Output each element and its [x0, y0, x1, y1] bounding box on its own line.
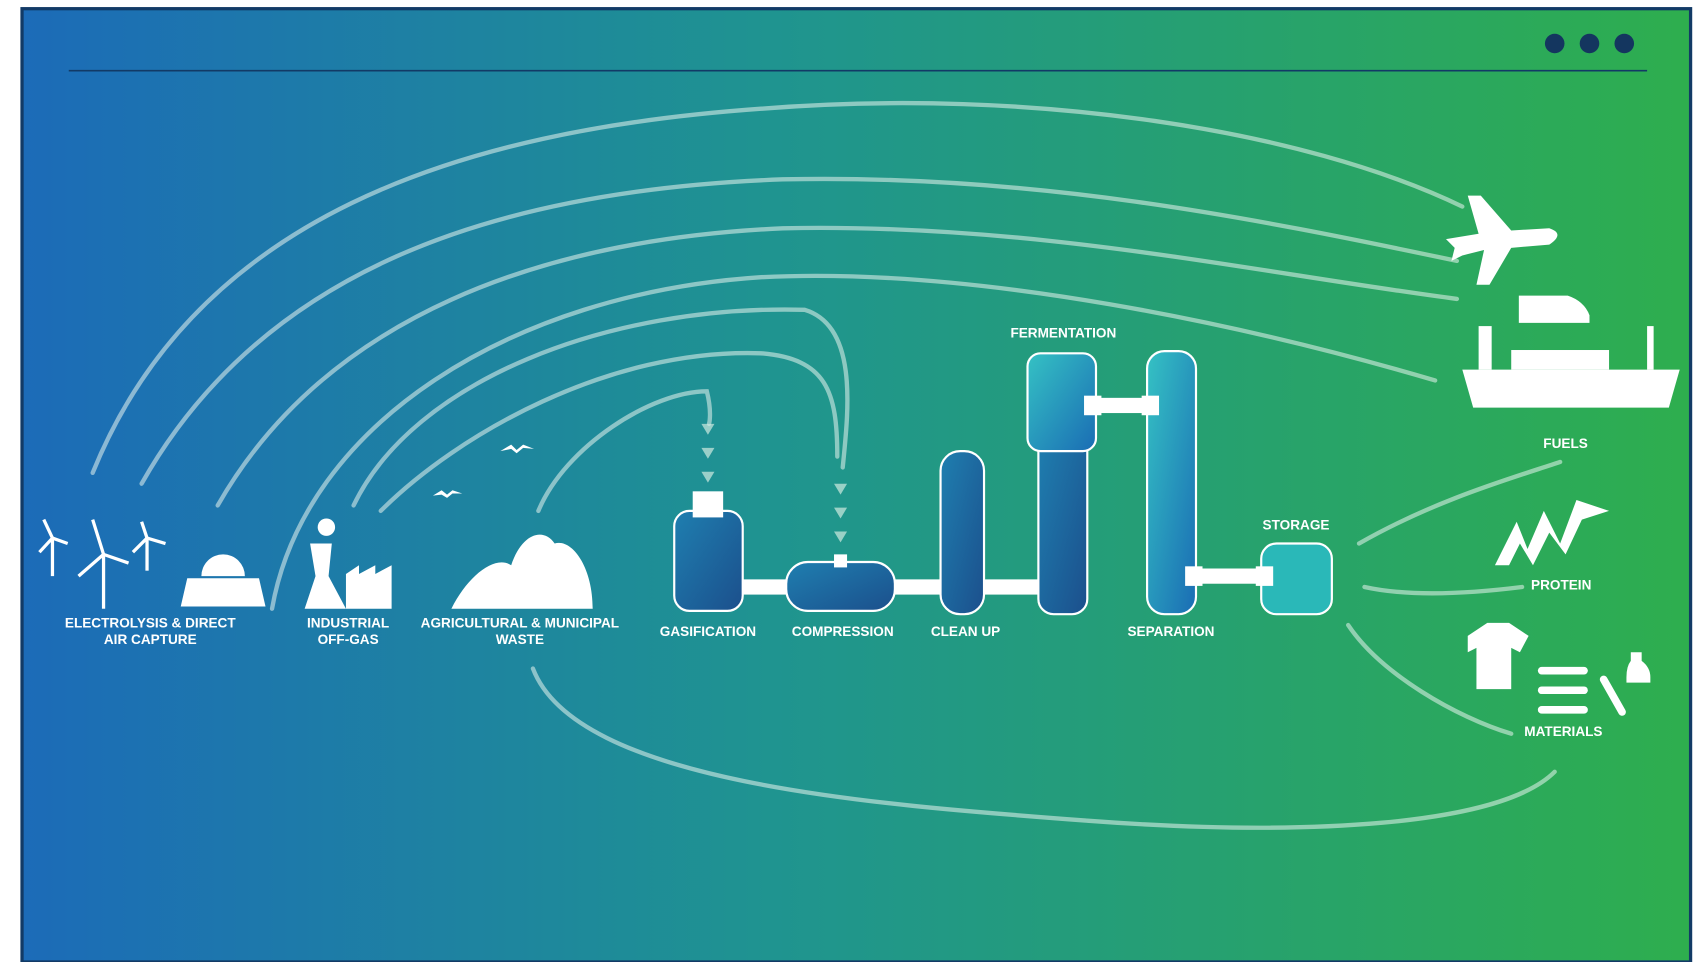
source-label: ELECTROLYSIS & DIRECT	[65, 616, 236, 631]
source-label: WASTE	[496, 632, 544, 647]
labels: ELECTROLYSIS & DIRECT AIR CAPTURE INDUST…	[65, 325, 1603, 739]
process-label: SEPARATION	[1127, 624, 1214, 639]
product-label: PROTEIN	[1531, 577, 1591, 592]
frame	[20, 7, 1693, 962]
source-icons	[38, 444, 593, 609]
source-label: AGRICULTURAL & MUNICIPAL	[421, 616, 619, 631]
menu-dots[interactable]	[1544, 33, 1635, 54]
product-icons	[1446, 195, 1680, 716]
source-label: OFF-GAS	[318, 632, 379, 647]
source-label: INDUSTRIAL	[307, 616, 389, 631]
flows	[90, 100, 1563, 830]
process-label: CLEAN UP	[931, 624, 1000, 639]
process-vessels	[673, 350, 1333, 616]
process-label: STORAGE	[1263, 518, 1330, 533]
process-label: COMPRESSION	[792, 624, 894, 639]
process-label: GASIFICATION	[660, 624, 756, 639]
product-label: FUELS	[1543, 436, 1588, 451]
product-label: MATERIALS	[1524, 724, 1602, 739]
source-label: AIR CAPTURE	[104, 632, 197, 647]
arrows	[701, 423, 848, 543]
process-label: FERMENTATION	[1010, 325, 1116, 340]
